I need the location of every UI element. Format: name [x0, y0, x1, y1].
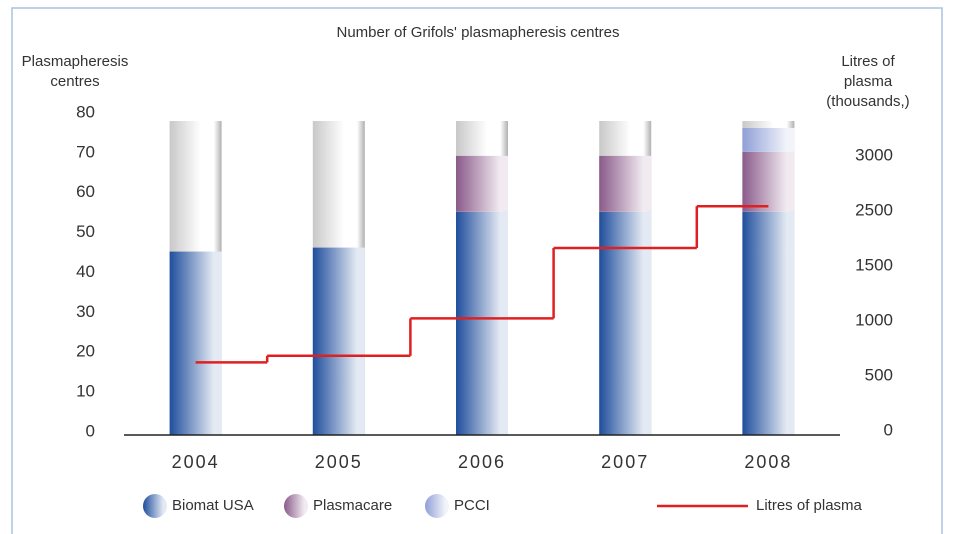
y2-axis-title: (thousands,)	[826, 93, 909, 110]
x-tick-label: 2008	[744, 452, 792, 472]
y2-tick-label: 2500	[855, 200, 893, 219]
y-tick-label: 70	[76, 142, 95, 161]
y-axis-title: Plasmapheresis	[22, 53, 129, 70]
y-tick-label: 30	[76, 302, 95, 321]
y2-tick-label: 0	[884, 420, 893, 439]
bar-segment-shade	[312, 247, 365, 435]
chart-title: Number of Grifols' plasmapheresis centre…	[337, 24, 620, 41]
x-tick-label: 2005	[315, 452, 363, 472]
y-tick-label: 20	[76, 342, 95, 361]
bar-segment-shade	[456, 155, 508, 212]
y-tick-label: 40	[76, 262, 95, 281]
y-axis-title: centres	[50, 73, 99, 90]
legend-swatch-shade	[425, 494, 449, 518]
frame	[11, 7, 943, 534]
legend-label: Plasmacare	[313, 497, 392, 514]
y2-tick-label: 1000	[855, 310, 893, 329]
y-tick-label: 0	[86, 421, 95, 440]
bar-segment-shade	[169, 251, 222, 435]
y-tick-label: 50	[76, 222, 95, 241]
bar-segment-shade	[742, 211, 795, 435]
x-tick-label: 2006	[458, 452, 506, 472]
legend-swatch-shade	[143, 494, 167, 518]
y2-axis-title: plasma	[844, 73, 893, 90]
bar-segment-shade	[599, 211, 652, 435]
y-tick-label: 80	[76, 102, 95, 121]
legend-swatch-shade	[284, 494, 308, 518]
bar-segment-shade	[742, 151, 795, 212]
legend-label: Litres of plasma	[756, 497, 863, 514]
y2-tick-label: 3000	[855, 145, 893, 164]
bar-segment-shade	[599, 155, 652, 212]
y2-tick-label: 1500	[855, 255, 893, 274]
bar-segment-shade	[742, 127, 795, 152]
x-tick-label: 2004	[172, 452, 220, 472]
bar-segment-shade	[456, 211, 508, 435]
x-tick-label: 2007	[601, 452, 649, 472]
legend-label: PCCI	[454, 497, 490, 514]
y-tick-label: 60	[76, 182, 95, 201]
y2-tick-label: 500	[865, 365, 893, 384]
y2-axis-title: Litres of	[841, 53, 895, 70]
legend-label: Biomat USA	[172, 497, 254, 514]
y-tick-label: 10	[76, 382, 95, 401]
